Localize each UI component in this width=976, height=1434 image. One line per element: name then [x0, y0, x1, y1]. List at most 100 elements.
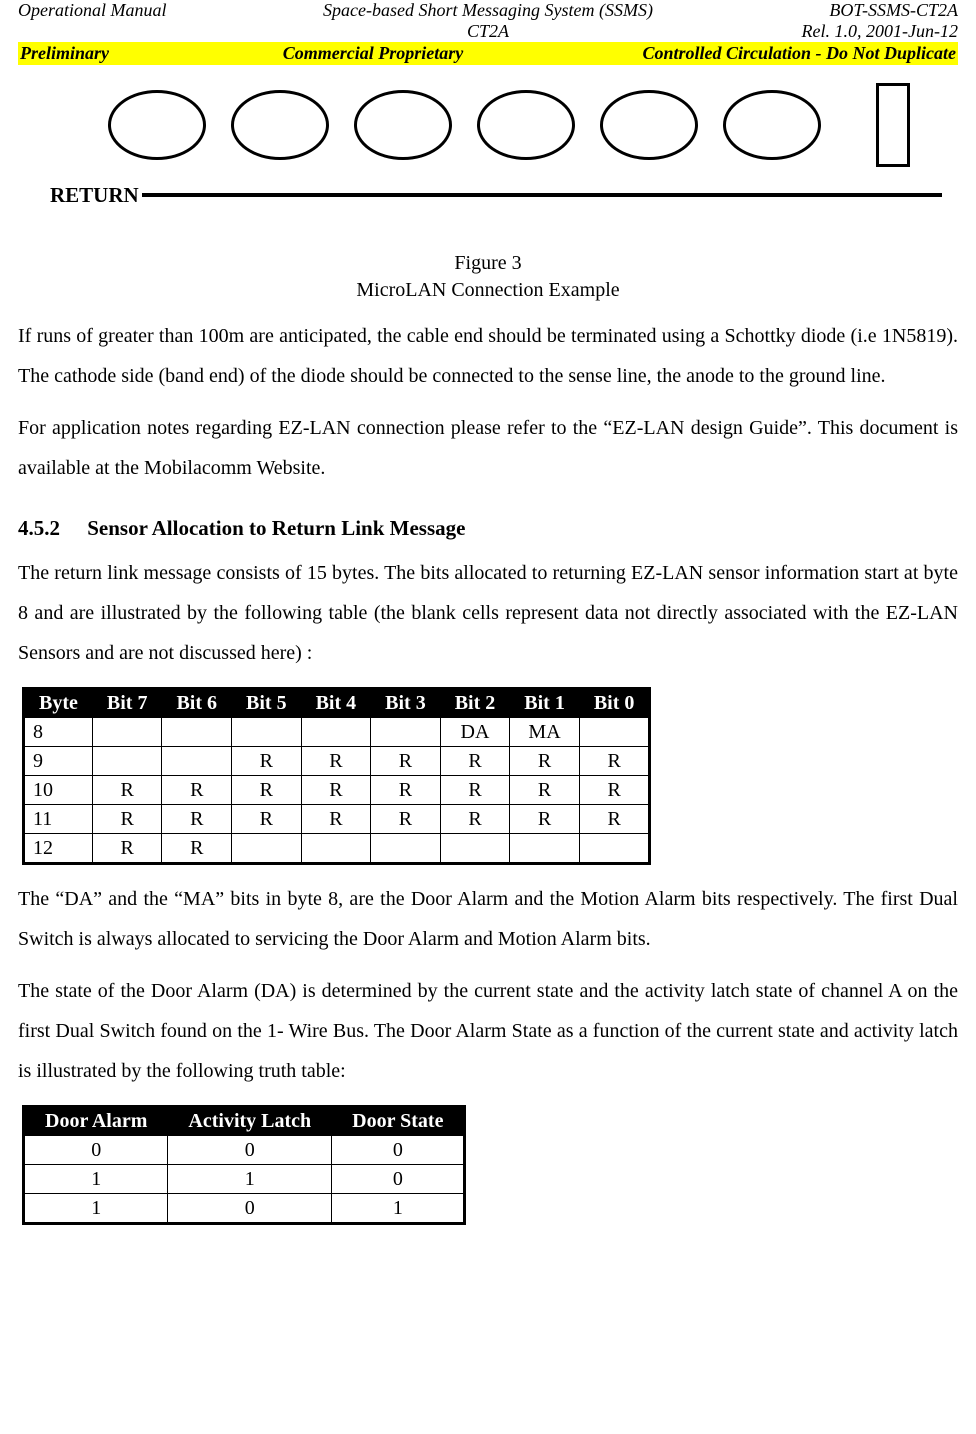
bit-allocation-table: ByteBit 7Bit 6Bit 5Bit 4Bit 3Bit 2Bit 1B…: [22, 687, 651, 865]
table-column-header: Activity Latch: [168, 1107, 332, 1136]
diagram-ellipse-node: [108, 90, 206, 160]
table-cell: R: [579, 747, 650, 776]
paragraph-4: The “DA” and the “MA” bits in byte 8, ar…: [18, 879, 958, 959]
table-cell: R: [440, 747, 510, 776]
diagram-rect-node: [876, 83, 910, 167]
diagram-ellipse-node: [600, 90, 698, 160]
table-column-header: Bit 4: [301, 689, 371, 718]
table-cell: [579, 718, 650, 747]
table-cell: [440, 834, 510, 864]
table-cell: 1: [24, 1165, 168, 1194]
table-cell: R: [232, 776, 302, 805]
table-cell: R: [510, 747, 580, 776]
table-column-header: Byte: [24, 689, 93, 718]
table-column-header: Bit 0: [579, 689, 650, 718]
table-cell: [232, 834, 302, 864]
door-alarm-truth-table: Door AlarmActivity LatchDoor State 00011…: [22, 1105, 466, 1225]
table-column-header: Door Alarm: [24, 1107, 168, 1136]
table-cell: R: [162, 834, 232, 864]
table-cell: 10: [24, 776, 93, 805]
table-cell: R: [232, 805, 302, 834]
diagram-ellipse-node: [723, 90, 821, 160]
table-cell: [92, 718, 162, 747]
table-cell: 0: [24, 1136, 168, 1165]
table-cell: R: [371, 747, 441, 776]
table-cell: 8: [24, 718, 93, 747]
table-cell: 1: [24, 1194, 168, 1224]
table-cell: 9: [24, 747, 93, 776]
table-row: 110: [24, 1165, 465, 1194]
table-column-header: Bit 1: [510, 689, 580, 718]
table-cell: R: [92, 776, 162, 805]
table-cell: 0: [332, 1165, 465, 1194]
table-cell: R: [92, 834, 162, 864]
diagram-ellipse-node: [231, 90, 329, 160]
table-row: 12RR: [24, 834, 650, 864]
section-number: 4.5.2: [18, 516, 82, 541]
return-label: RETURN: [50, 183, 910, 208]
table-cell: R: [371, 776, 441, 805]
table-cell: R: [232, 747, 302, 776]
table-cell: R: [510, 776, 580, 805]
section-title: Sensor Allocation to Return Link Message: [87, 516, 465, 540]
paragraph-1: If runs of greater than 100m are anticip…: [18, 316, 958, 396]
table-cell: [510, 834, 580, 864]
table-column-header: Bit 6: [162, 689, 232, 718]
header-row-1: Operational Manual Space-based Short Mes…: [18, 0, 958, 21]
table-cell: [162, 718, 232, 747]
table-cell: R: [301, 747, 371, 776]
table-cell: 1: [332, 1194, 465, 1224]
table-cell: 11: [24, 805, 93, 834]
table-cell: 0: [168, 1194, 332, 1224]
classification-left: Preliminary: [20, 43, 220, 64]
diagram-node-row: [58, 83, 918, 167]
figure-number: Figure 3: [454, 252, 521, 274]
classification-right: Controlled Circulation - Do Not Duplicat…: [526, 43, 956, 64]
table-row: 000: [24, 1136, 465, 1165]
figure-caption: Figure 3 MicroLAN Connection Example: [18, 250, 958, 304]
table-cell: R: [440, 805, 510, 834]
paragraph-3: The return link message consists of 15 b…: [18, 553, 958, 673]
header-right-2: Rel. 1.0, 2001-Jun-12: [658, 21, 958, 42]
table-row: 101: [24, 1194, 465, 1224]
table-cell: R: [579, 776, 650, 805]
table-cell: [301, 834, 371, 864]
paragraph-2: For application notes regarding EZ-LAN c…: [18, 408, 958, 488]
table-column-header: Door State: [332, 1107, 465, 1136]
table-cell: [92, 747, 162, 776]
diagram-ellipse-node: [477, 90, 575, 160]
classification-center: Commercial Proprietary: [220, 43, 526, 64]
table-cell: MA: [510, 718, 580, 747]
table-cell: R: [162, 776, 232, 805]
classification-bar: Preliminary Commercial Proprietary Contr…: [18, 42, 958, 65]
table-column-header: Bit 3: [371, 689, 441, 718]
table-cell: [232, 718, 302, 747]
table-cell: 0: [168, 1136, 332, 1165]
header-left-1: Operational Manual: [18, 0, 318, 21]
table-row: 10RRRRRRRR: [24, 776, 650, 805]
table-cell: [371, 718, 441, 747]
figure-title: MicroLAN Connection Example: [356, 279, 619, 301]
table-cell: R: [301, 805, 371, 834]
header-right-1: BOT-SSMS-CT2A: [658, 0, 958, 21]
table-cell: R: [371, 805, 441, 834]
diagram-ellipse-node: [354, 90, 452, 160]
table-cell: R: [301, 776, 371, 805]
table-cell: [301, 718, 371, 747]
table-column-header: Bit 7: [92, 689, 162, 718]
table-cell: R: [510, 805, 580, 834]
table-cell: 0: [332, 1136, 465, 1165]
table-column-header: Bit 5: [232, 689, 302, 718]
table-cell: 1: [168, 1165, 332, 1194]
header-center-2: CT2A: [318, 21, 658, 42]
table-cell: [162, 747, 232, 776]
table-column-header: Bit 2: [440, 689, 510, 718]
table-header-row: Door AlarmActivity LatchDoor State: [24, 1107, 465, 1136]
microlan-diagram: RETURN: [58, 83, 918, 222]
table-cell: 12: [24, 834, 93, 864]
table-cell: R: [92, 805, 162, 834]
table-cell: R: [579, 805, 650, 834]
paragraph-5: The state of the Door Alarm (DA) is dete…: [18, 971, 958, 1091]
table-row: 8 DAMA: [24, 718, 650, 747]
table-cell: DA: [440, 718, 510, 747]
